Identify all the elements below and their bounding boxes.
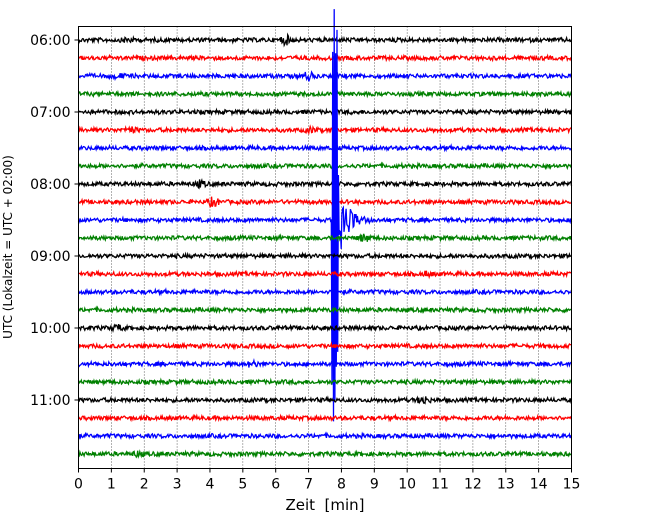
x-tick-label: 2 <box>140 477 149 493</box>
trace-line <box>77 177 573 190</box>
y-tick-label: 06:00 <box>30 33 70 49</box>
x-tick-label: 3 <box>173 477 182 493</box>
trace-line <box>78 107 573 117</box>
trace-line <box>77 124 572 136</box>
x-tick-label: 1 <box>107 477 116 493</box>
y-tick-label: 10:00 <box>30 321 70 337</box>
x-tick-label: 15 <box>563 477 581 493</box>
y-tick-label: 11:00 <box>30 393 70 409</box>
x-tick-label: 10 <box>398 477 416 493</box>
trace-line <box>78 251 572 261</box>
y-tick-label: 07:00 <box>30 105 70 121</box>
x-tick-label: 13 <box>497 477 515 493</box>
trace-line <box>77 358 572 369</box>
trace-line <box>78 269 572 280</box>
x-tick-label: 8 <box>337 477 346 493</box>
x-tick-label: 9 <box>370 477 379 493</box>
x-tick-label: 14 <box>530 477 548 493</box>
x-tick-label: 4 <box>206 477 215 493</box>
x-tick-label: 11 <box>431 477 449 493</box>
trace-line <box>77 196 573 209</box>
y-axis-label: UTC (Lokalzeit = UTC + 02:00) <box>1 155 15 339</box>
y-tick-label: 08:00 <box>30 177 70 193</box>
x-axis-ticks: 0 1 2 3 4 5 6 7 8 9 10 11 12 13 14 15 <box>74 468 581 493</box>
trace-line <box>77 161 573 171</box>
x-tick-label: 12 <box>464 477 482 493</box>
x-tick-label: 6 <box>271 477 280 493</box>
y-axis-ticks: 06:00 07:00 08:00 09:00 10:00 11:00 <box>30 33 79 409</box>
x-axis-label: Zeit [min] <box>285 496 364 514</box>
trace-line <box>77 143 572 153</box>
trace-line <box>77 305 572 315</box>
trace-line <box>77 9 573 422</box>
trace-line <box>77 377 573 387</box>
trace-line <box>78 323 572 334</box>
plot-frame <box>78 26 572 469</box>
x-tick-label: 0 <box>74 477 83 493</box>
trace-line <box>77 53 572 63</box>
x-tick-label: 7 <box>304 477 313 493</box>
trace-line <box>78 395 573 405</box>
trace-line <box>77 70 573 82</box>
trace-line <box>77 287 573 297</box>
y-tick-label: 09:00 <box>30 249 70 265</box>
trace-line <box>77 32 573 48</box>
trace-line <box>77 233 573 243</box>
seismogram-traces <box>77 9 573 459</box>
trace-line <box>77 341 572 351</box>
trace-line <box>77 449 572 459</box>
trace-line <box>77 413 572 423</box>
trace-line <box>77 431 572 441</box>
trace-line <box>77 89 573 99</box>
x-tick-label: 5 <box>238 477 247 493</box>
